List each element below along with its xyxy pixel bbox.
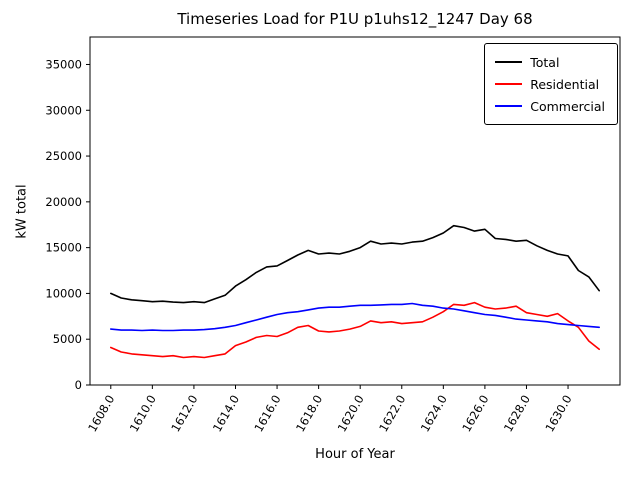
svg-text:1616.0: 1616.0	[251, 393, 283, 435]
legend-item-commercial: Commercial	[495, 95, 605, 117]
svg-text:20000: 20000	[45, 195, 82, 209]
svg-text:1630.0: 1630.0	[542, 393, 574, 435]
svg-text:30000: 30000	[45, 103, 82, 117]
commercial-line-swatch	[495, 105, 523, 107]
svg-text:1614.0: 1614.0	[210, 393, 242, 435]
svg-text:1622.0: 1622.0	[376, 393, 408, 435]
legend-label-residential: Residential	[530, 76, 600, 92]
svg-text:1610.0: 1610.0	[127, 393, 159, 435]
svg-text:0: 0	[75, 378, 82, 392]
svg-text:1608.0: 1608.0	[85, 393, 117, 435]
svg-text:25000: 25000	[45, 149, 82, 163]
legend-label-total: Total	[530, 54, 560, 70]
svg-text:1612.0: 1612.0	[168, 393, 200, 435]
svg-text:1624.0: 1624.0	[418, 393, 450, 435]
chart-title: Timeseries Load for P1U p1uhs12_1247 Day…	[177, 10, 533, 28]
svg-text:1620.0: 1620.0	[335, 393, 367, 435]
svg-text:1626.0: 1626.0	[459, 393, 491, 435]
legend-item-total: Total	[495, 51, 605, 73]
svg-text:10000: 10000	[45, 286, 82, 300]
total-line-swatch	[495, 61, 523, 63]
svg-text:1618.0: 1618.0	[293, 393, 325, 435]
y-axis-label: kW total	[14, 184, 30, 239]
legend-label-commercial: Commercial	[530, 98, 605, 114]
x-axis-label: Hour of Year	[315, 447, 395, 462]
svg-text:1628.0: 1628.0	[501, 393, 533, 435]
svg-text:35000: 35000	[45, 57, 82, 71]
svg-text:15000: 15000	[45, 241, 82, 255]
residential-line-swatch	[495, 83, 523, 85]
svg-text:5000: 5000	[53, 332, 82, 346]
legend-item-residential: Residential	[495, 73, 605, 95]
legend: Total Residential Commercial	[484, 43, 618, 125]
